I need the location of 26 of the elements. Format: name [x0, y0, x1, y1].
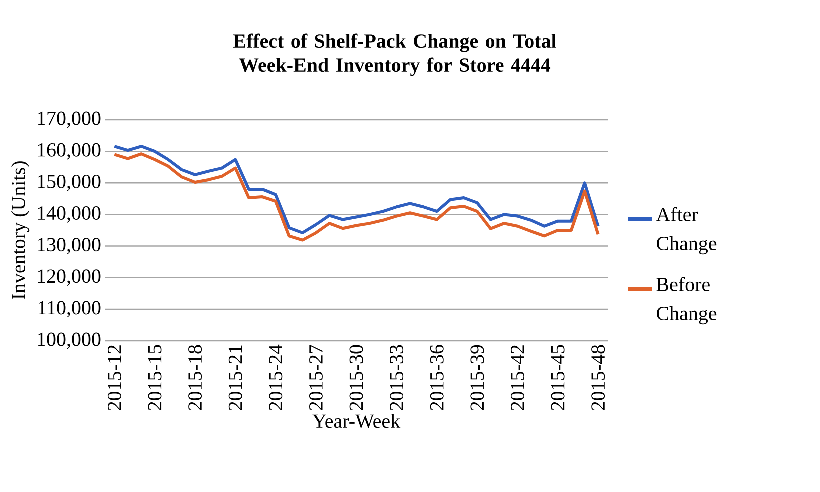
x-tick-label: 2015-45 [551, 345, 565, 410]
y-tick-label: 120,000 [38, 270, 101, 286]
y-tick-label: 130,000 [38, 238, 101, 254]
chart-title: Effect of Shelf-Pack Change on Total Week-End Inventory for Store 4444 [234, 34, 556, 76]
legend-label: After Change [656, 207, 717, 255]
x-tick-label: 2015-39 [470, 345, 484, 410]
legend-label: Before Change [656, 277, 717, 325]
y-tick-label: 170,000 [38, 112, 101, 128]
x-tick-label: 2015-36 [430, 345, 444, 410]
x-tick-label: 2015-30 [350, 345, 364, 410]
x-tick-label: 2015-15 [148, 345, 162, 410]
x-tick-label: 2015-21 [228, 346, 242, 410]
x-tick-label: 2015-42 [510, 346, 524, 410]
y-tick-label: 140,000 [38, 206, 101, 223]
x-tick-label: 2015-48 [592, 345, 606, 410]
x-tick-label: 2015-33 [390, 345, 404, 410]
y-tick-label: 110,000 [38, 301, 101, 318]
y-tick-label: 150,000 [38, 174, 101, 192]
x-axis-title: Year-Week [312, 414, 401, 428]
y-axis-title: Inventory (Units) [11, 162, 30, 300]
y-tick-label: 160,000 [38, 143, 101, 160]
y-tick-label: 100,000 [38, 332, 101, 350]
x-tick-label: 2015-18 [188, 345, 202, 410]
x-tick-label: 2015-12 [108, 346, 122, 410]
x-tick-label: 2015-24 [269, 344, 283, 410]
x-tick-label: 2015-27 [309, 345, 323, 410]
